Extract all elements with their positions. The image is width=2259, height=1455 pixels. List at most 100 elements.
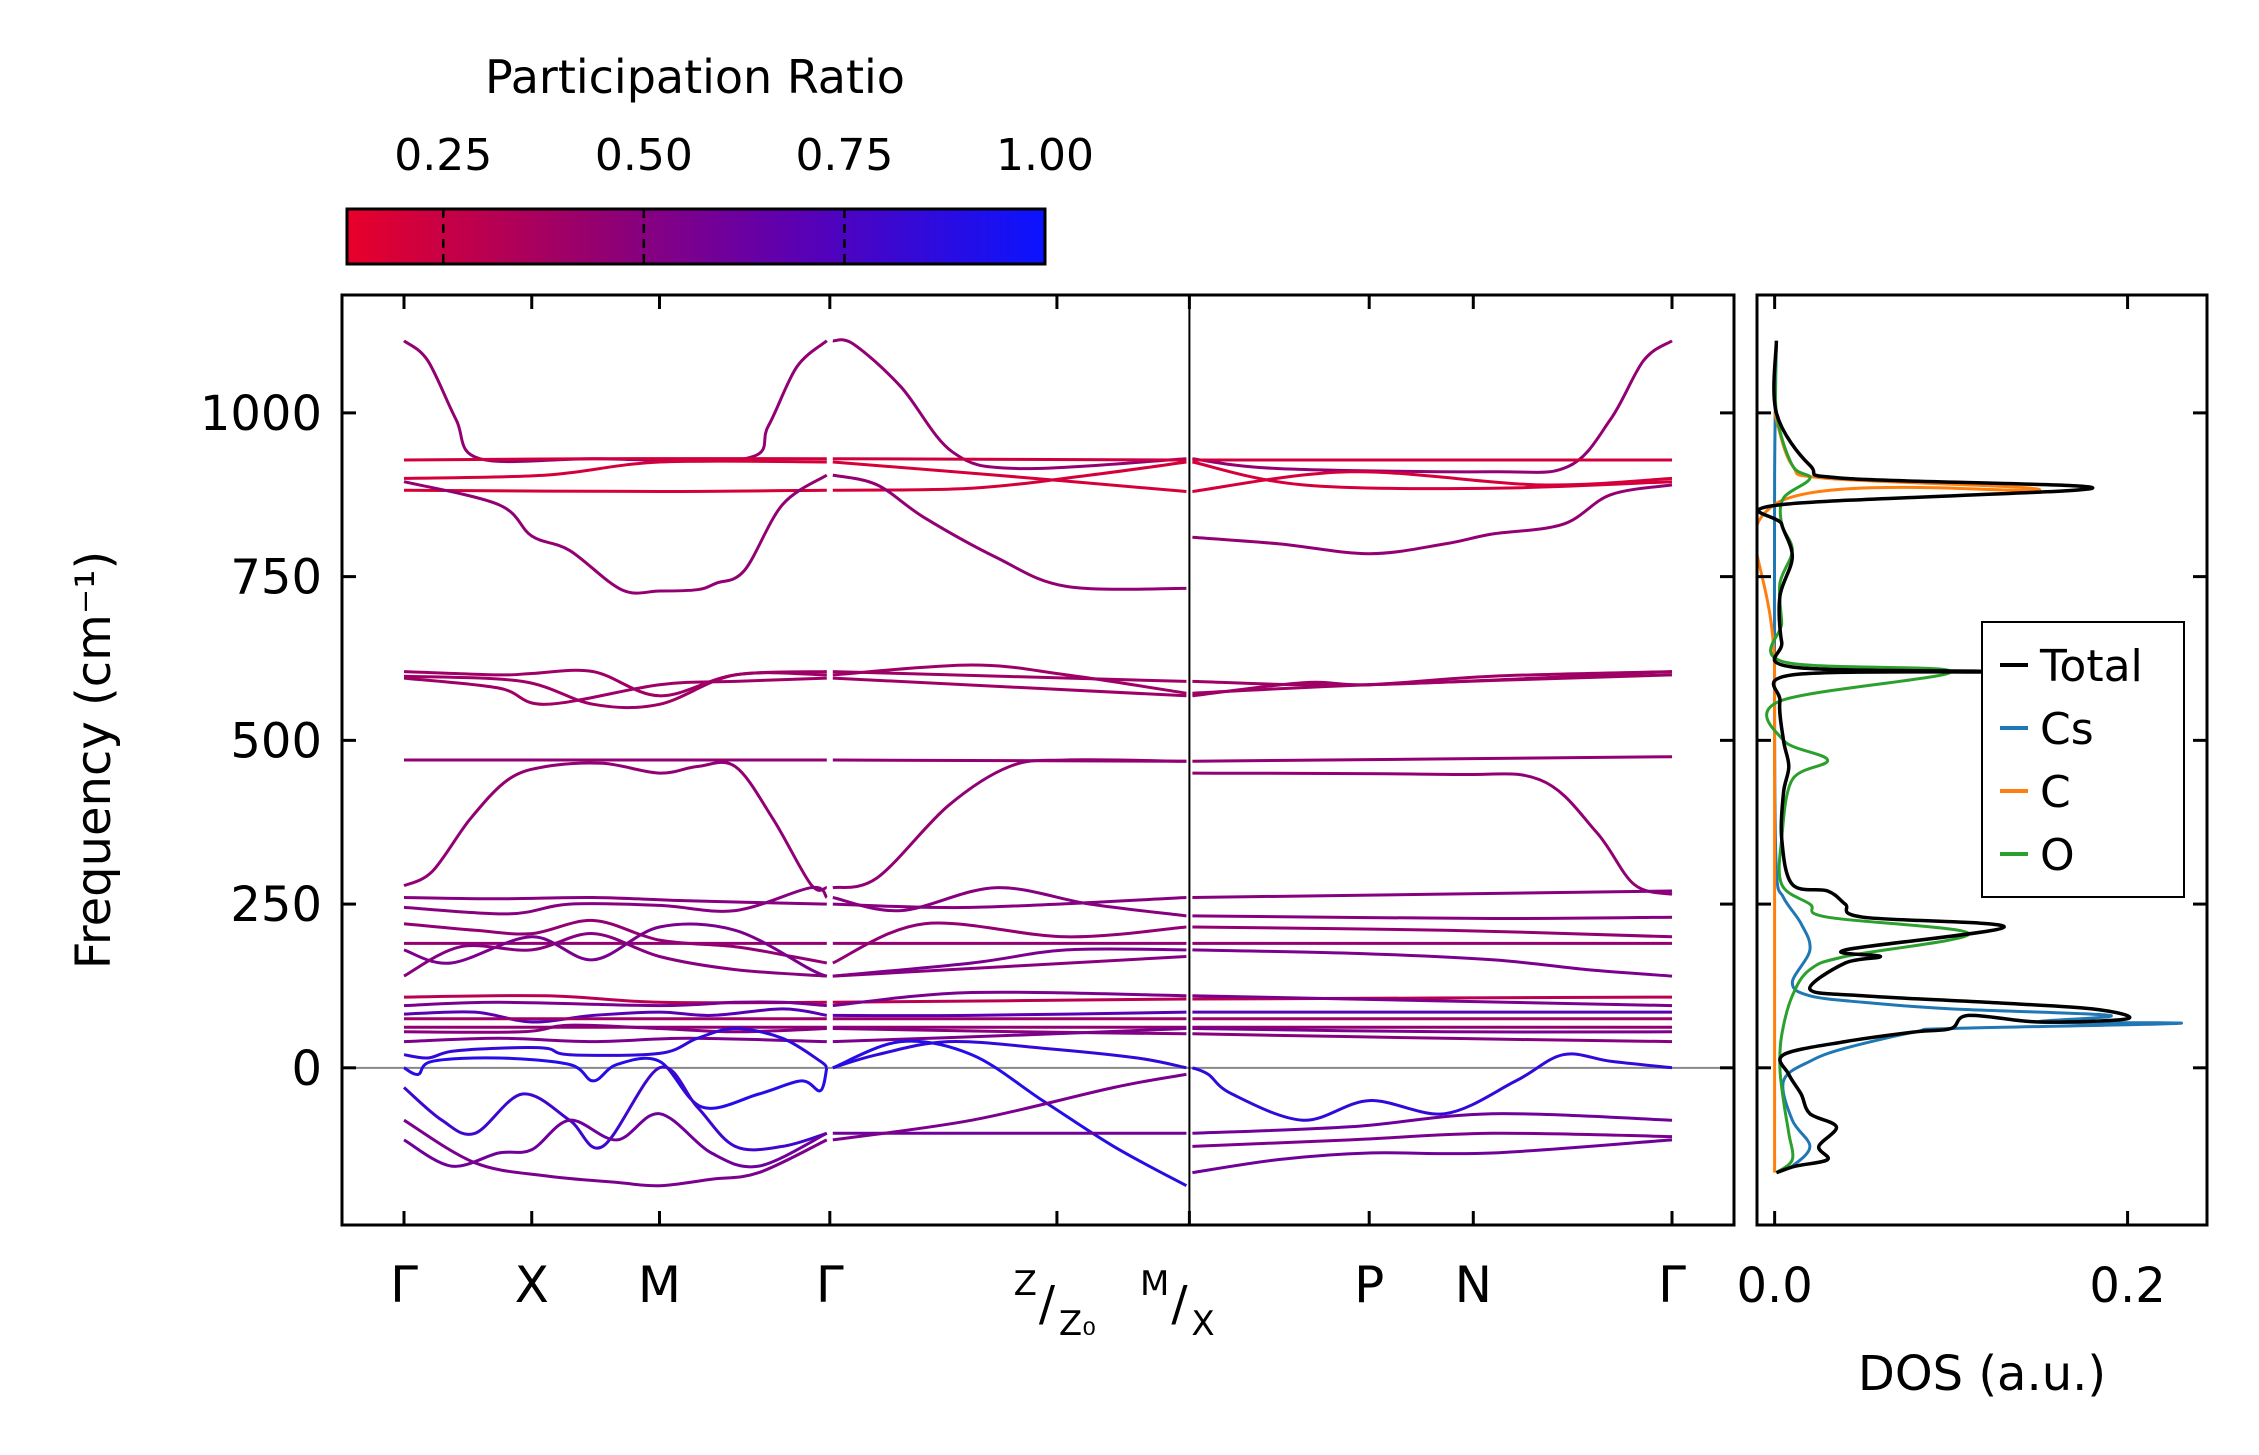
y-axis-label-text: Frequency (cm⁻¹) [66,551,122,969]
band-line [403,895,827,906]
colorbar-gradient [345,207,1047,266]
x-tick-label: Γ [390,1256,418,1314]
y-tick-label: 250 [230,877,322,933]
y-tick-label: 0 [291,1041,322,1097]
band-line [832,955,1187,978]
band-line [1192,948,1673,978]
band-line [832,886,1187,918]
legend-label: O [2040,830,2075,881]
colorbar-title: Participation Ratio [485,50,905,104]
band-line [832,1039,1188,1188]
colorbar: Participation Ratio 0.25 0.50 0.75 1.00 [345,50,1094,266]
x-tick-label-top: M [1140,1264,1169,1304]
band-line [832,663,1187,695]
band-line [832,1010,1187,1018]
band-line [403,932,827,978]
band-line [403,760,828,892]
band-line [1192,670,1673,698]
band-line [1192,1138,1673,1175]
colorbar-ticks: 0.25 0.50 0.75 1.00 [394,130,1094,264]
band-line [1192,755,1673,763]
band-line [832,896,1187,910]
band-line [832,758,1187,890]
band-line [1192,994,1673,1008]
y-axis-label: Frequency (cm⁻¹) [66,551,122,969]
dos-axes: 0.0 0.2 [1736,295,2207,1314]
band-line [403,676,827,706]
band-line [403,1000,827,1008]
band-line [1192,483,1673,556]
x-tick-label: P [1354,1256,1384,1314]
dos-lines [1757,340,2183,1175]
bands [403,338,1673,1188]
band-line [832,457,1187,462]
x-tick-label-sub: Z₀ [1059,1304,1096,1344]
legend-label: C [2040,767,2071,818]
band-line [403,457,827,462]
legend-label: Total [2039,641,2143,692]
band-line [403,671,827,710]
band-line [403,473,828,595]
band-line [1192,339,1673,474]
band-line [403,1118,828,1188]
band-line [403,488,827,493]
x-tick-label-sub: X [1191,1304,1214,1344]
x-tick-label-slash: / [1039,1276,1056,1332]
dos-panel: 0.0 0.2 DOS (a.u.) Total Cs CO [1736,293,2209,1402]
band-line [832,1039,1187,1070]
band-line [832,338,1187,471]
band-line [403,1036,827,1044]
colorbar-tick-label: 0.25 [394,130,492,181]
legend-label: Cs [2040,704,2094,755]
band-line [1192,889,1673,899]
x-tick-label-top: Z [1014,1264,1037,1304]
band-line [403,1027,829,1069]
band-line [403,339,828,464]
x-tick-label: Γ [816,1256,844,1314]
band-line [1192,995,1673,1001]
band-line [1192,1027,1673,1034]
band-line [832,676,1187,698]
band-line [832,921,1187,965]
band-line [403,1065,828,1152]
x-tick-label: X [515,1256,549,1314]
band-line [1192,1131,1673,1148]
band-line [1192,771,1673,896]
band-line [403,1023,827,1034]
band-line [1192,1032,1673,1044]
band-line [832,460,1187,493]
colorbar-tick-label: 1.00 [996,130,1094,181]
band-axes-frame [340,293,1736,1227]
colorbar-tick-label: 0.50 [595,130,693,181]
band-line [832,1027,1187,1044]
dos-line-c [1757,412,2041,1173]
dos-x-tick-label: 0.0 [1736,1258,1812,1314]
band-line [832,1027,1187,1036]
y-tick-label: 1000 [200,386,322,442]
y-tick-label: 750 [230,550,322,606]
band-line [832,990,1187,1008]
y-tick-label: 500 [230,713,322,769]
colorbar-tick-label: 0.75 [795,130,893,181]
band-line [403,459,827,480]
band-line [403,1056,829,1110]
band-line [1192,914,1673,921]
x-tick-label: M [638,1256,681,1314]
band-line [1192,1112,1673,1135]
band-line [1192,925,1673,939]
band-line [1192,460,1673,491]
band-line [832,947,1187,978]
band-line [1191,1052,1673,1122]
dos-x-tick-label: 0.2 [2089,1258,2165,1314]
band-line [403,885,828,916]
x-tick-label: N [1455,1256,1492,1314]
x-tick-label: Γ [1658,1256,1686,1314]
band-line [403,1112,828,1169]
band-line [832,1072,1187,1142]
dos-line-total [1757,340,2132,1175]
band-line [403,1007,828,1024]
band-line [832,473,1187,591]
dos-x-axis-label: DOS (a.u.) [1858,1346,2106,1402]
